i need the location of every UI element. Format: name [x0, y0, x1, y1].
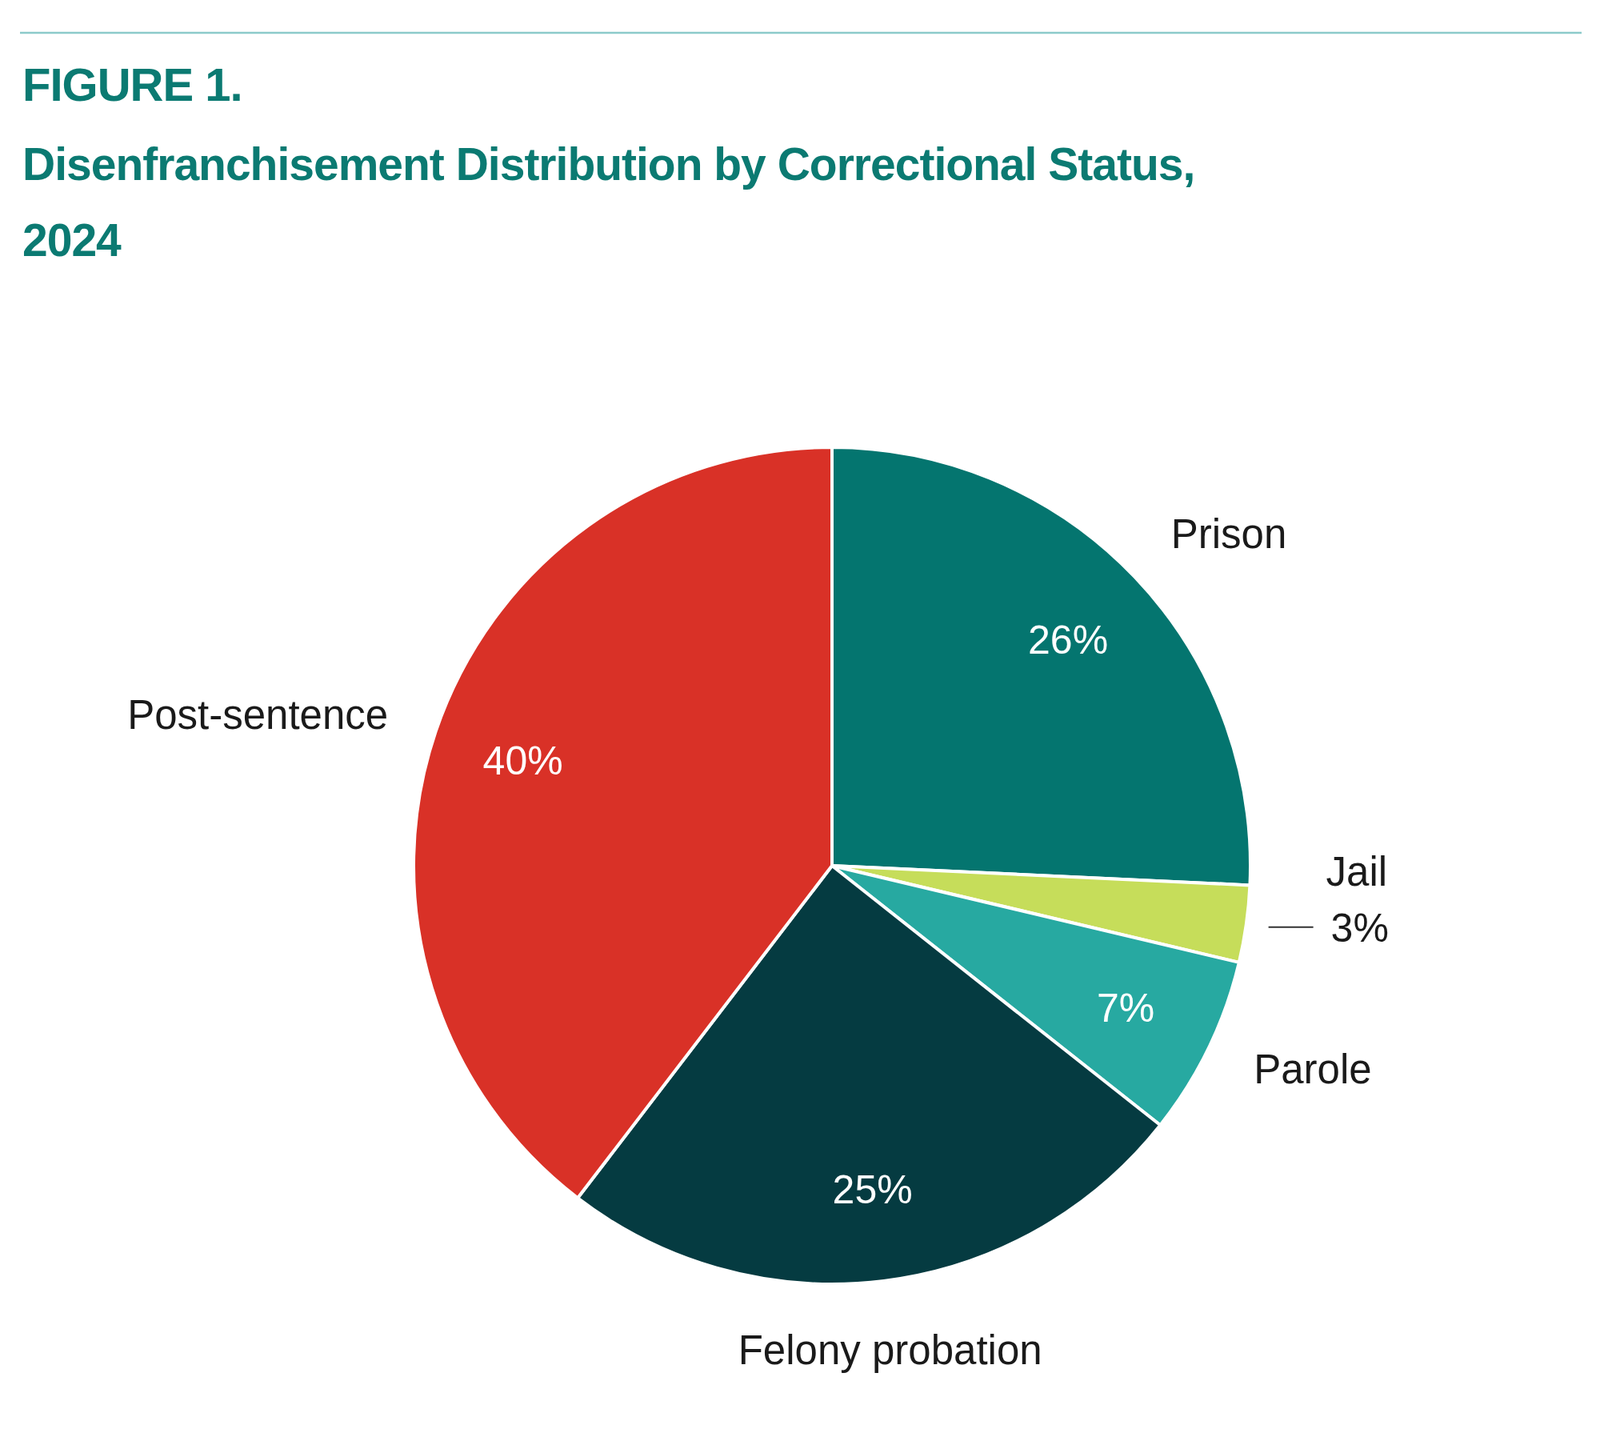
data-label: 25%: [832, 1167, 913, 1212]
category-label: Felony probation: [738, 1327, 1043, 1373]
chart-title: Disenfranchisement Distribution by Corre…: [22, 138, 1195, 190]
labels: 26% Prison 3% Jail 7% Parole 25% Felony probati…: [127, 511, 1389, 1374]
leader-line: [1268, 926, 1314, 928]
chart-svg: FIGURE 1. Disenfranchisement Distribution…: [0, 0, 1600, 1453]
figure-label: FIGURE 1.: [22, 58, 243, 111]
data-label: 26%: [1028, 617, 1108, 663]
chart-title: 2024: [22, 214, 122, 266]
data-label: 7%: [1096, 985, 1155, 1031]
chart-container: FIGURE 1. Disenfranchisement Distribution…: [0, 0, 1600, 1453]
category-label: Prison: [1171, 511, 1288, 557]
category-label: Parole: [1253, 1046, 1372, 1092]
category-label: Jail: [1326, 848, 1388, 895]
pie-slice: [413, 447, 832, 1198]
category-label: Post-sentence: [127, 692, 388, 738]
slices: [413, 447, 1251, 1284]
data-label: 3%: [1331, 905, 1389, 951]
data-label: 40%: [483, 738, 564, 784]
top-rule: [20, 32, 1582, 35]
